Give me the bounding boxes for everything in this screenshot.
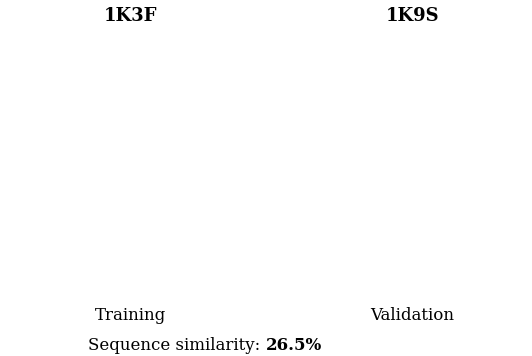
Text: Sequence similarity:: Sequence similarity:: [88, 337, 266, 354]
Text: 26.5%: 26.5%: [266, 337, 322, 354]
Text: Validation: Validation: [370, 307, 454, 324]
Text: 1K9S: 1K9S: [386, 7, 439, 25]
Text: Training: Training: [95, 307, 166, 324]
Text: 1K3F: 1K3F: [104, 7, 157, 25]
